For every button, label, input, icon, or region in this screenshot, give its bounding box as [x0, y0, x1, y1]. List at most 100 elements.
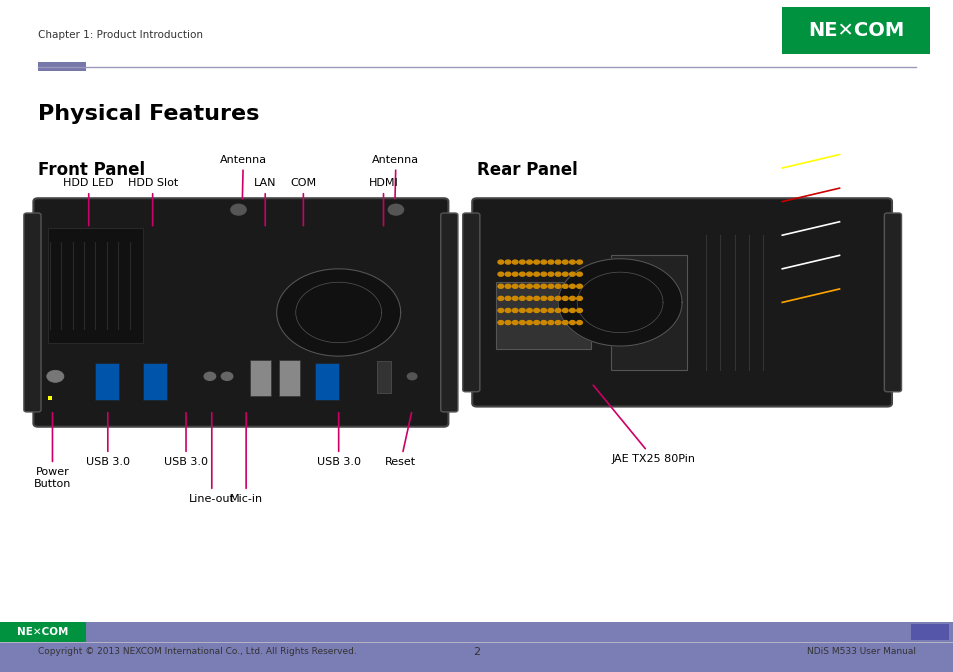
Text: 2: 2: [473, 647, 480, 657]
Circle shape: [204, 372, 215, 380]
Circle shape: [534, 296, 538, 300]
FancyBboxPatch shape: [440, 213, 457, 412]
Circle shape: [562, 296, 568, 300]
Bar: [496, 282, 591, 349]
Circle shape: [576, 321, 581, 325]
Circle shape: [518, 284, 524, 288]
Text: Chapter 1: Product Introduction: Chapter 1: Product Introduction: [38, 30, 203, 40]
Circle shape: [388, 204, 403, 215]
Circle shape: [540, 284, 546, 288]
Polygon shape: [276, 269, 400, 356]
Bar: [95, 363, 119, 400]
Circle shape: [555, 272, 560, 276]
Text: USB 3.0: USB 3.0: [316, 413, 360, 467]
Bar: [38, 62, 86, 71]
Bar: [910, 624, 948, 640]
Circle shape: [505, 321, 511, 325]
Circle shape: [512, 272, 517, 276]
Circle shape: [231, 204, 246, 215]
Circle shape: [540, 321, 546, 325]
Circle shape: [576, 260, 581, 264]
Text: Copyright © 2013 NEXCOM International Co., Ltd. All Rights Reserved.: Copyright © 2013 NEXCOM International Co…: [38, 647, 356, 657]
Circle shape: [569, 272, 575, 276]
Bar: [0, 622, 86, 642]
Text: HDMI: HDMI: [368, 178, 398, 226]
Circle shape: [518, 321, 524, 325]
Circle shape: [569, 321, 575, 325]
Bar: [314, 363, 338, 400]
FancyBboxPatch shape: [472, 198, 891, 407]
Circle shape: [562, 321, 568, 325]
Text: Reset: Reset: [385, 413, 416, 467]
Circle shape: [505, 272, 511, 276]
Circle shape: [518, 260, 524, 264]
Circle shape: [534, 321, 538, 325]
Circle shape: [547, 296, 553, 300]
Circle shape: [555, 260, 560, 264]
Circle shape: [576, 308, 581, 312]
Text: Antenna: Antenna: [372, 155, 419, 199]
Circle shape: [505, 296, 511, 300]
Text: Physical Features: Physical Features: [38, 104, 259, 124]
Circle shape: [555, 296, 560, 300]
Circle shape: [526, 284, 532, 288]
Circle shape: [555, 284, 560, 288]
Circle shape: [547, 284, 553, 288]
Circle shape: [526, 272, 532, 276]
Text: Mic-in: Mic-in: [230, 413, 262, 504]
Circle shape: [576, 284, 581, 288]
Bar: [278, 360, 299, 396]
Polygon shape: [558, 259, 681, 346]
Circle shape: [497, 260, 503, 264]
Circle shape: [562, 284, 568, 288]
Circle shape: [512, 284, 517, 288]
Circle shape: [512, 260, 517, 264]
Circle shape: [526, 260, 532, 264]
Text: NDiS M533 User Manual: NDiS M533 User Manual: [806, 647, 915, 657]
Circle shape: [221, 372, 233, 380]
Circle shape: [497, 272, 503, 276]
Text: NE✕COM: NE✕COM: [17, 627, 69, 636]
Circle shape: [540, 296, 546, 300]
Circle shape: [497, 296, 503, 300]
Circle shape: [534, 272, 538, 276]
Circle shape: [547, 321, 553, 325]
Circle shape: [562, 260, 568, 264]
Bar: [250, 360, 271, 396]
Text: NE✕COM: NE✕COM: [807, 21, 903, 40]
Circle shape: [526, 296, 532, 300]
Text: Antenna: Antenna: [219, 155, 267, 199]
Circle shape: [47, 370, 64, 382]
Circle shape: [569, 296, 575, 300]
Circle shape: [562, 308, 568, 312]
Bar: [781, 7, 929, 54]
Circle shape: [518, 272, 524, 276]
FancyBboxPatch shape: [24, 213, 41, 412]
Circle shape: [526, 321, 532, 325]
Circle shape: [497, 321, 503, 325]
Circle shape: [555, 321, 560, 325]
Bar: [48, 228, 143, 343]
Text: Front Panel: Front Panel: [38, 161, 145, 179]
Text: HDD Slot: HDD Slot: [128, 178, 177, 226]
Bar: [143, 363, 167, 400]
Circle shape: [540, 260, 546, 264]
Circle shape: [562, 272, 568, 276]
Text: Power
Button: Power Button: [33, 413, 71, 489]
Bar: [0, 622, 953, 672]
Circle shape: [569, 284, 575, 288]
Circle shape: [534, 284, 538, 288]
Text: JAE TX25 80Pin: JAE TX25 80Pin: [593, 385, 695, 464]
Circle shape: [518, 308, 524, 312]
Bar: [376, 361, 391, 393]
Circle shape: [569, 308, 575, 312]
Text: COM: COM: [290, 178, 316, 226]
Bar: [48, 396, 52, 400]
Circle shape: [505, 284, 511, 288]
FancyBboxPatch shape: [883, 213, 901, 392]
FancyBboxPatch shape: [33, 198, 448, 427]
Bar: [610, 255, 686, 370]
Circle shape: [555, 308, 560, 312]
Circle shape: [497, 284, 503, 288]
FancyBboxPatch shape: [462, 213, 479, 392]
